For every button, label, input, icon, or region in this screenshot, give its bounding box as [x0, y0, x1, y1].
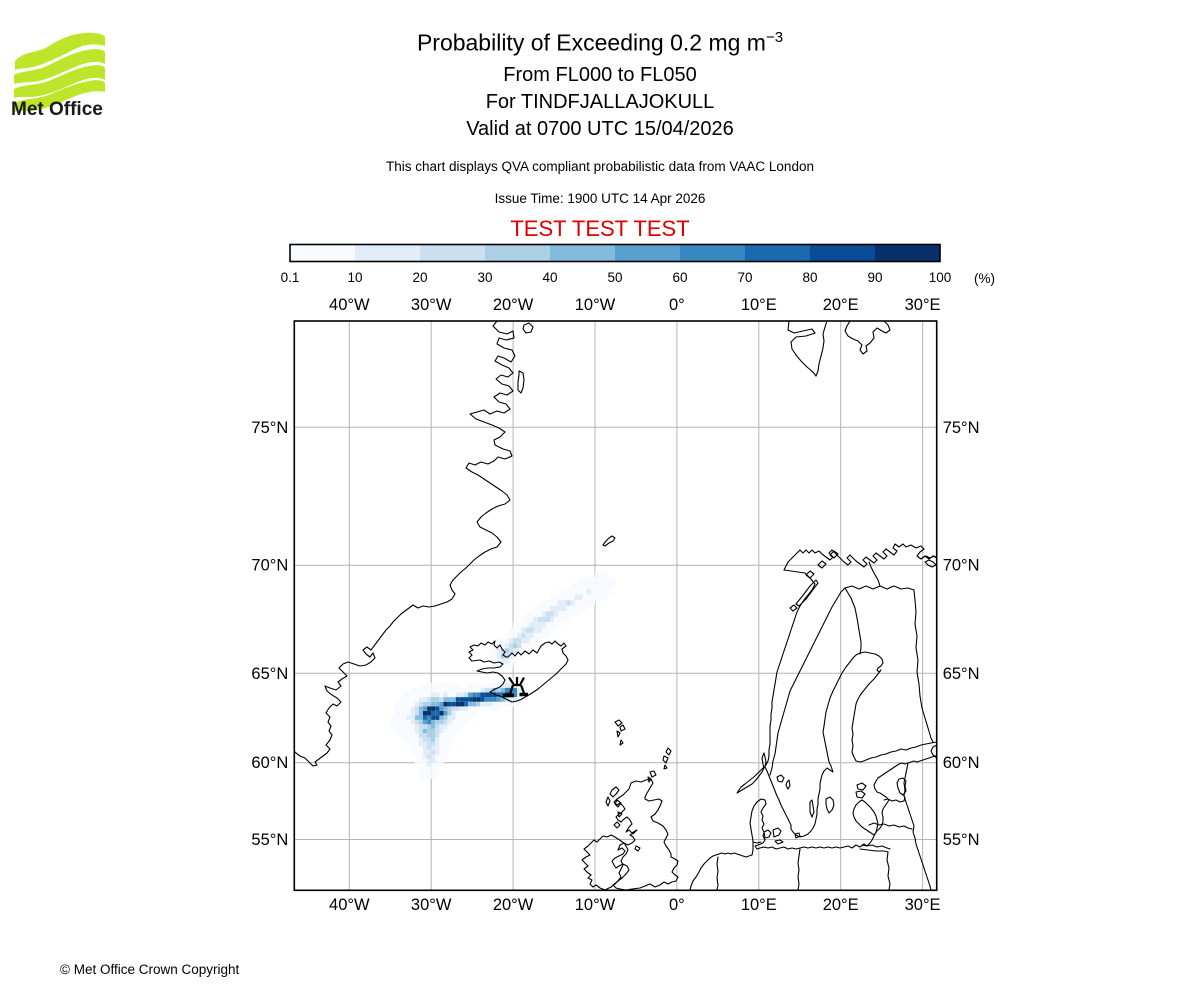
svg-text:55°N: 55°N: [943, 831, 980, 849]
svg-text:(%): (%): [974, 271, 995, 286]
svg-text:10°W: 10°W: [575, 296, 616, 314]
svg-text:10: 10: [347, 270, 362, 285]
svg-text:60: 60: [672, 270, 687, 285]
svg-text:30°W: 30°W: [411, 896, 452, 914]
svg-text:50: 50: [607, 270, 622, 285]
svg-text:20: 20: [412, 270, 427, 285]
svg-text:70: 70: [737, 270, 752, 285]
svg-text:60°N: 60°N: [943, 754, 980, 772]
svg-text:20°W: 20°W: [493, 896, 534, 914]
svg-text:65°N: 65°N: [943, 665, 980, 683]
svg-text:20°W: 20°W: [493, 296, 534, 314]
svg-text:40: 40: [542, 270, 557, 285]
svg-text:60°N: 60°N: [251, 754, 288, 772]
svg-text:30: 30: [477, 270, 492, 285]
svg-text:20°E: 20°E: [823, 296, 859, 314]
svg-text:Met Office: Met Office: [11, 99, 103, 118]
svg-text:30°E: 30°E: [905, 296, 941, 314]
svg-text:55°N: 55°N: [251, 831, 288, 849]
svg-text:30°E: 30°E: [905, 896, 941, 914]
svg-text:10°W: 10°W: [575, 896, 616, 914]
svg-text:70°N: 70°N: [251, 557, 288, 575]
svg-text:0°: 0°: [669, 896, 685, 914]
svg-text:65°N: 65°N: [251, 665, 288, 683]
svg-text:30°W: 30°W: [411, 296, 452, 314]
svg-text:10°E: 10°E: [741, 296, 777, 314]
svg-text:80: 80: [802, 270, 817, 285]
svg-text:75°N: 75°N: [943, 419, 980, 437]
svg-text:70°N: 70°N: [943, 557, 980, 575]
svg-text:100: 100: [929, 270, 952, 285]
svg-text:40°W: 40°W: [329, 296, 370, 314]
svg-text:0°: 0°: [669, 296, 685, 314]
svg-text:90: 90: [867, 270, 882, 285]
svg-text:10°E: 10°E: [741, 896, 777, 914]
svg-text:20°E: 20°E: [823, 896, 859, 914]
svg-text:40°W: 40°W: [329, 896, 370, 914]
svg-text:75°N: 75°N: [251, 419, 288, 437]
svg-text:0.1: 0.1: [281, 270, 300, 285]
